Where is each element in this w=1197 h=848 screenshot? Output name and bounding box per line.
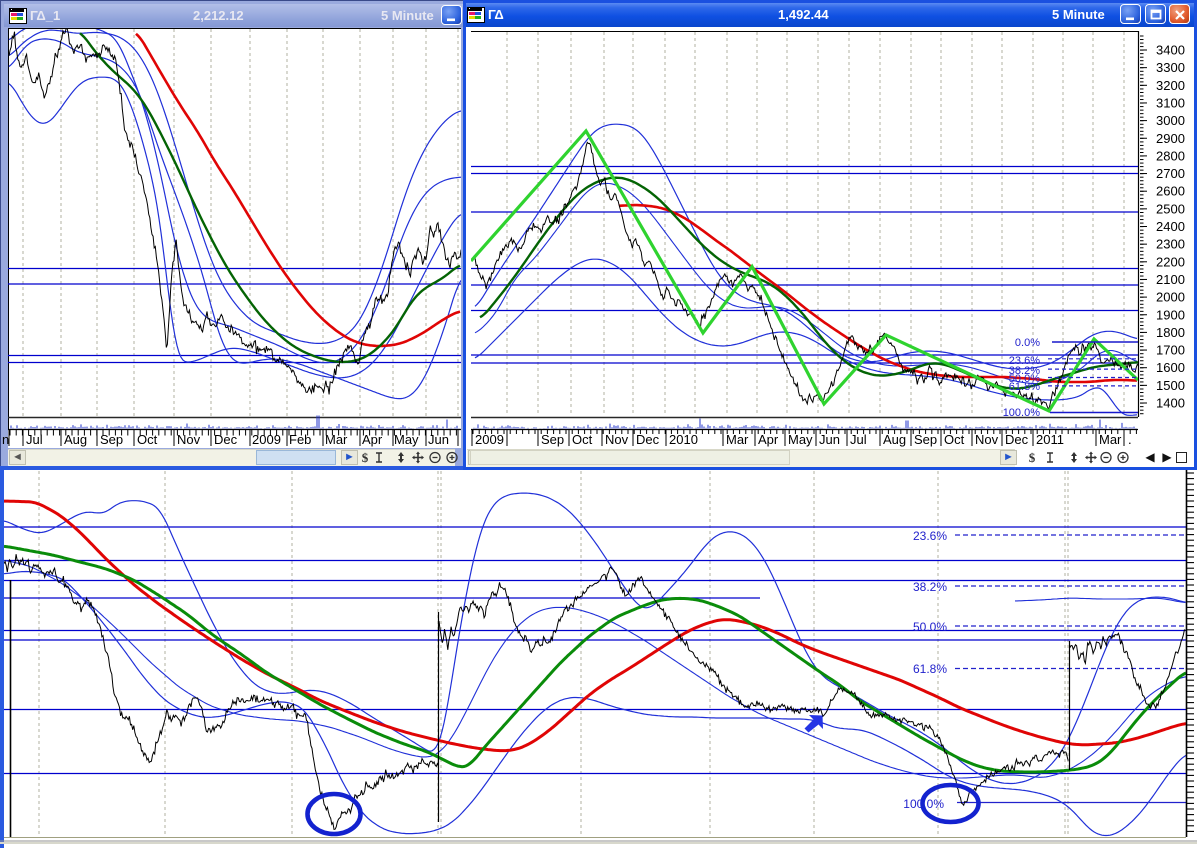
svg-text:1700: 1700	[1156, 343, 1185, 358]
svg-text:Oct: Oct	[944, 432, 965, 447]
svg-text:Oct: Oct	[137, 432, 158, 447]
svg-text:2009: 2009	[252, 432, 281, 447]
svg-text:2000: 2000	[1156, 290, 1185, 305]
svg-text:3000: 3000	[1156, 113, 1185, 128]
svg-text:2011: 2011	[1036, 432, 1064, 447]
svg-text:2400: 2400	[1156, 219, 1185, 234]
svg-text:Feb: Feb	[289, 432, 311, 447]
svg-text:Nov: Nov	[975, 432, 999, 447]
svg-text:$: $	[1029, 450, 1036, 465]
svg-text:2100: 2100	[1156, 272, 1185, 287]
svg-text:1600: 1600	[1156, 360, 1185, 375]
svg-text:2009: 2009	[475, 432, 504, 447]
svg-text:23.6%: 23.6%	[1009, 355, 1040, 367]
svg-text:Dec: Dec	[636, 432, 660, 447]
svg-text:Dec: Dec	[214, 432, 238, 447]
svg-text:Mar: Mar	[1099, 432, 1122, 447]
svg-text:Nov: Nov	[605, 432, 629, 447]
svg-text:Sep: Sep	[541, 432, 564, 447]
svg-text:1900: 1900	[1156, 307, 1185, 322]
svg-text:Nov: Nov	[177, 432, 201, 447]
svg-text:Jun: Jun	[428, 432, 449, 447]
svg-text:2500: 2500	[1156, 201, 1185, 216]
svg-text:61.8%: 61.8%	[913, 662, 947, 676]
svg-text:May: May	[788, 432, 813, 447]
svg-text:2800: 2800	[1156, 148, 1185, 163]
svg-text:1500: 1500	[1156, 378, 1185, 393]
svg-text:2700: 2700	[1156, 166, 1185, 181]
svg-text:23.6%: 23.6%	[913, 529, 947, 543]
svg-text:Dec: Dec	[1005, 432, 1029, 447]
svg-text:3400: 3400	[1156, 43, 1185, 58]
svg-text:0.0%: 0.0%	[1015, 337, 1040, 349]
svg-text:50.0%: 50.0%	[913, 620, 947, 634]
svg-text:$: $	[362, 450, 369, 465]
svg-text:3300: 3300	[1156, 60, 1185, 75]
svg-text:Apr: Apr	[362, 432, 383, 447]
svg-text:n: n	[2, 432, 9, 447]
svg-text:2300: 2300	[1156, 237, 1185, 252]
svg-text:May: May	[394, 432, 419, 447]
svg-text:Jul: Jul	[850, 432, 867, 447]
svg-text:Mar: Mar	[726, 432, 749, 447]
svg-text:Oct: Oct	[572, 432, 593, 447]
svg-text:38.2%: 38.2%	[1009, 365, 1040, 377]
svg-text:2010: 2010	[669, 432, 698, 447]
svg-text:Sep: Sep	[100, 432, 123, 447]
svg-text:50.0%: 50.0%	[1009, 373, 1040, 385]
svg-text:100.0%: 100.0%	[1003, 407, 1041, 419]
svg-text:Apr: Apr	[758, 432, 779, 447]
svg-text:Aug: Aug	[883, 432, 906, 447]
svg-text:Sep: Sep	[914, 432, 937, 447]
svg-text:2600: 2600	[1156, 184, 1185, 199]
svg-text:1400: 1400	[1156, 396, 1185, 411]
svg-text:3200: 3200	[1156, 78, 1185, 93]
svg-text:.: .	[1128, 432, 1132, 447]
svg-text:2200: 2200	[1156, 254, 1185, 269]
svg-text:Jul: Jul	[26, 432, 43, 447]
svg-text:Jun: Jun	[819, 432, 840, 447]
svg-text:1800: 1800	[1156, 325, 1185, 340]
svg-text:38.2%: 38.2%	[913, 580, 947, 594]
svg-text:Aug: Aug	[64, 432, 87, 447]
svg-text:Mar: Mar	[325, 432, 348, 447]
svg-text:61.8%: 61.8%	[1009, 381, 1040, 393]
svg-text:2900: 2900	[1156, 131, 1185, 146]
svg-text:3100: 3100	[1156, 95, 1185, 110]
